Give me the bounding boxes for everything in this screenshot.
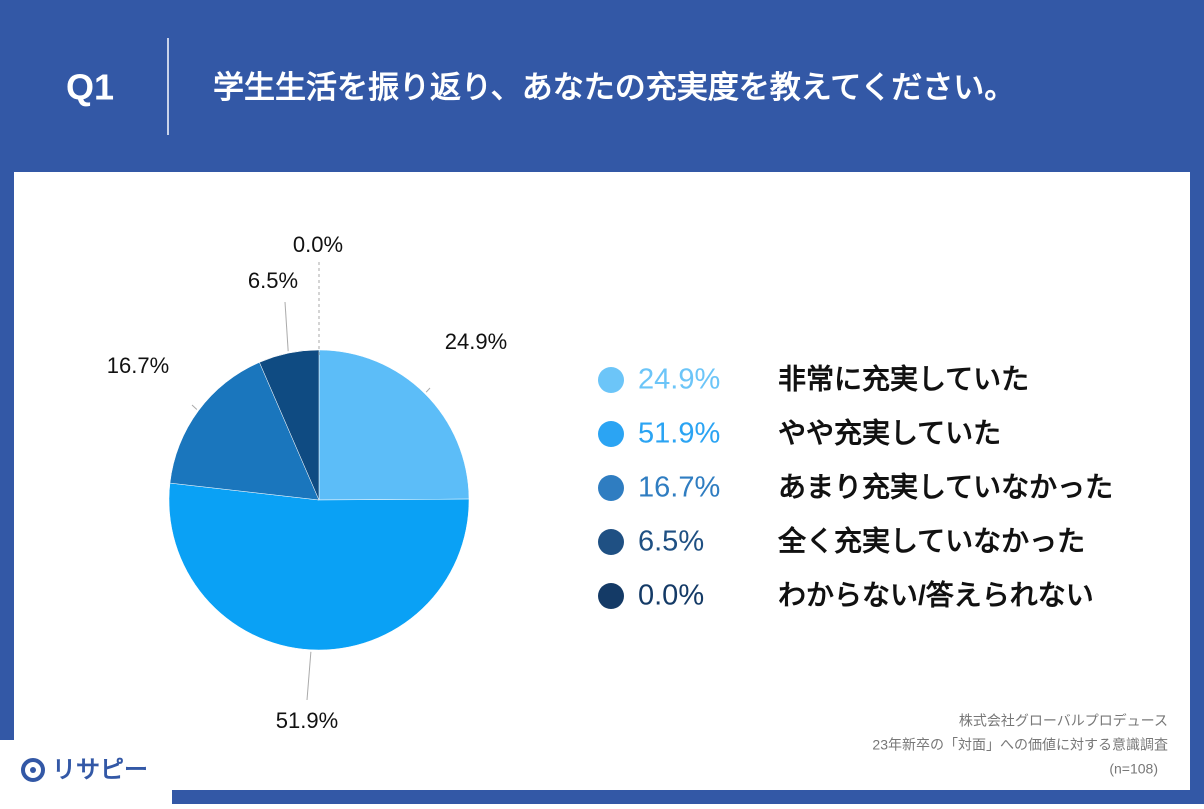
- legend-label: わからない/答えられない: [778, 578, 1094, 610]
- source-line: 株式会社グローバルプロデュース: [959, 713, 1168, 729]
- source-line: 23年新卒の「対面」への価値に対する意識調査: [872, 737, 1168, 753]
- pie-slice: [168, 482, 470, 651]
- legend-label: あまり充実していなかった: [778, 470, 1113, 502]
- logo-icon-dot: [30, 767, 36, 773]
- legend-dot: [598, 583, 624, 609]
- legend-dot: [598, 475, 624, 501]
- pie-slice: [169, 362, 320, 501]
- slice-label: 0.0%: [293, 232, 343, 257]
- leader-line: [306, 651, 312, 701]
- slice-label: 24.9%: [445, 329, 507, 354]
- leader-line: [284, 301, 289, 352]
- legend-value: 24.9%: [638, 364, 720, 396]
- slice-label: 6.5%: [248, 268, 298, 293]
- logo-badge: [0, 740, 172, 804]
- pie-chart: 24.9% 51.9% 16.7% 6.5% 0.0% 24.9% 非常に充実していた 51.…: [107, 232, 1113, 733]
- slice-label: 16.7%: [107, 353, 169, 378]
- legend-value: 0.0%: [638, 580, 704, 612]
- legend-value: 16.7%: [638, 472, 720, 504]
- pie-slice: [259, 349, 320, 501]
- legend-label: やや充実していた: [778, 416, 1001, 448]
- question-number: Q1: [66, 67, 114, 108]
- pie-slice: [318, 349, 470, 501]
- slice-label: 51.9%: [276, 708, 338, 733]
- legend-dot: [598, 529, 624, 555]
- legend-label: 全く充実していなかった: [777, 524, 1085, 556]
- source-line: (n=108): [1109, 761, 1158, 777]
- logo-icon: [21, 758, 45, 782]
- logo-text: リサピー: [52, 756, 148, 783]
- legend-value: 6.5%: [638, 526, 704, 558]
- legend-dot: [598, 367, 624, 393]
- legend-label: 非常に充実していた: [778, 362, 1029, 394]
- legend-dot: [598, 421, 624, 447]
- legend-value: 51.9%: [638, 418, 720, 450]
- leader-line: [191, 404, 198, 410]
- question-title: 学生生活を振り返り、あなたの充実度を教えてください。: [213, 70, 1015, 105]
- leader-line: [425, 387, 431, 393]
